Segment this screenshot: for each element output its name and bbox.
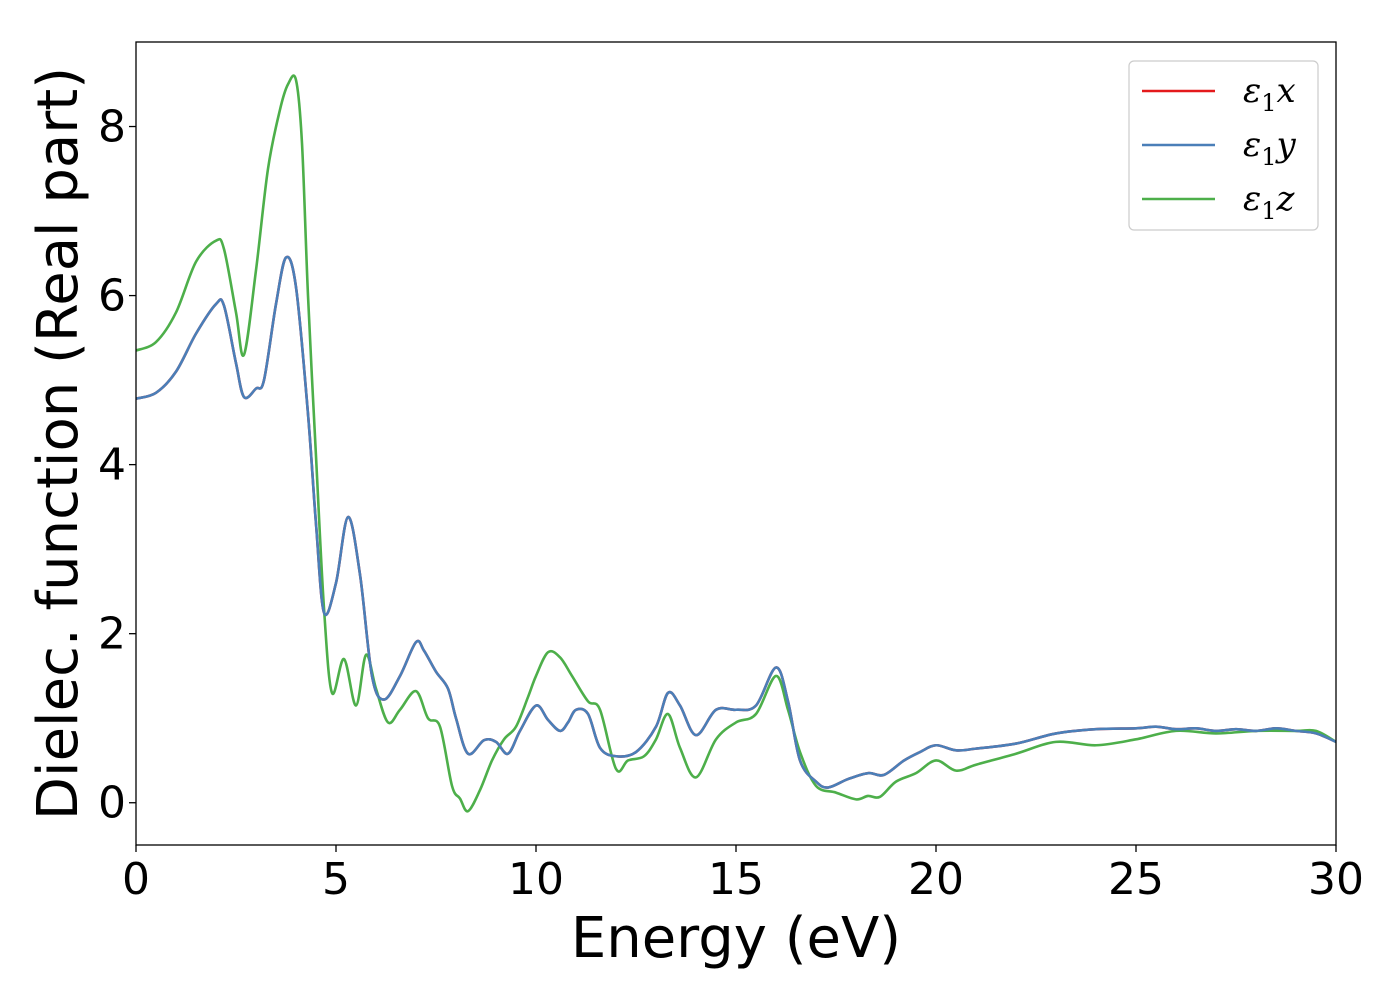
x-tick-label: 10 <box>508 854 564 905</box>
legend-label-y: ε1y <box>1243 125 1297 171</box>
x-tick-label: 15 <box>708 854 764 905</box>
y-tick-label: 0 <box>98 778 126 829</box>
series-layer <box>136 74 1336 813</box>
x-tick-label: 20 <box>908 854 964 905</box>
legend-box <box>1128 60 1319 231</box>
series-line-y <box>136 255 1336 789</box>
x-tick-label: 0 <box>122 854 150 905</box>
series-line-z <box>136 74 1336 813</box>
x-tick-label: 5 <box>322 854 350 905</box>
x-axis: 0 5 10 15 20 25 30 <box>122 845 1364 905</box>
x-tick-label: 30 <box>1308 854 1364 905</box>
x-axis-label: Energy (eV) <box>571 906 901 971</box>
legend-label-z: ε1z <box>1243 179 1296 225</box>
y-axis-label: Dielec. function (Real part) <box>26 67 91 820</box>
y-tick-label: 4 <box>98 440 126 491</box>
y-tick-label: 2 <box>98 609 126 660</box>
y-axis: 0 2 4 6 8 <box>98 102 136 829</box>
x-tick-label: 25 <box>1108 854 1164 905</box>
legend: ε1x ε1y ε1z <box>1128 60 1319 231</box>
y-tick-label: 6 <box>98 271 126 322</box>
y-tick-label: 8 <box>98 102 126 153</box>
legend-label-x: ε1x <box>1243 71 1296 117</box>
